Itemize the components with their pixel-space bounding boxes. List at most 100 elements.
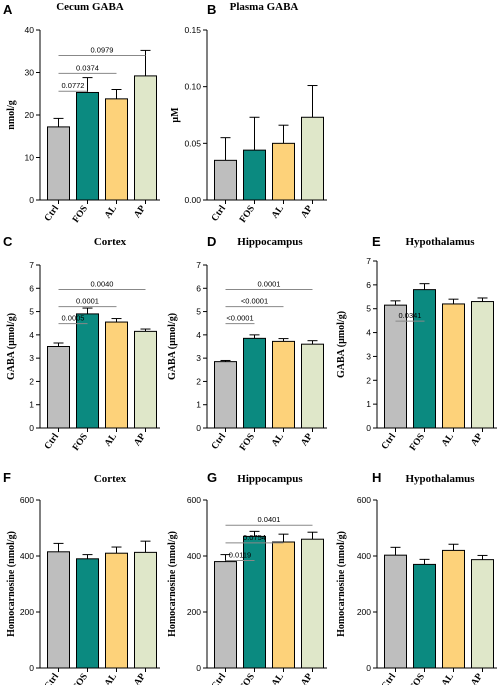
panel-title: Hypothalamus — [405, 473, 475, 485]
y-tick-label: 1 — [29, 400, 34, 410]
x-tick-label-fos: FOS — [238, 432, 257, 453]
y-tick-label: 200 — [20, 607, 34, 617]
bar-al — [442, 303, 465, 429]
bar-ctrl — [47, 126, 70, 201]
x-tick-label-ap: AP — [469, 672, 485, 685]
x-tick-label-fos: FOS — [71, 672, 90, 685]
x-tick-label-ctrl: Ctrl — [210, 432, 228, 452]
x-tick-label-al: AL — [440, 432, 456, 449]
bar-ap — [134, 75, 157, 201]
bar-al — [272, 340, 295, 429]
panel-e: E Hypothalamus GABA (μmol/g) 0 1 2 3 4 5 6 7 Ctrl FO… — [336, 234, 497, 453]
x-tick-label-fos: FOS — [71, 204, 90, 225]
y-tick-label: 0.05 — [184, 138, 201, 148]
panel-title: Cecum GABA — [56, 1, 124, 13]
y-axis-label: Homocarnosine (nmol/g) — [336, 531, 347, 637]
p-value-label: 0.0040 — [91, 279, 114, 288]
p-value-label: <0.0001 — [226, 314, 253, 323]
y-axis-label: nmol/g — [6, 100, 17, 129]
x-tick-label-ap: AP — [132, 432, 148, 448]
x-tick-label-al: AL — [270, 672, 286, 685]
x-tick-label-fos: FOS — [71, 432, 90, 453]
bar-al — [105, 98, 128, 201]
y-tick-label: 6 — [29, 283, 34, 293]
bar-al — [272, 541, 295, 669]
y-tick-label: 2 — [196, 376, 201, 386]
bar-al — [105, 552, 128, 669]
y-tick-label: 3 — [29, 353, 34, 363]
panel-title: Hippocampus — [237, 236, 303, 248]
y-tick-label: 600 — [357, 495, 371, 505]
bar-fos — [76, 313, 99, 429]
bar-al — [442, 549, 465, 669]
y-tick-label: 0 — [196, 663, 201, 673]
panel-letter: B — [207, 2, 216, 17]
y-tick-label: 400 — [20, 551, 34, 561]
x-tick-label-fos: FOS — [408, 672, 427, 685]
panel-f: F Cortex Homocarnosine (nmol/g) 0 200 400 600 C… — [3, 470, 160, 685]
p-value-label: 0.0001 — [258, 279, 281, 288]
panel-letter: C — [3, 234, 13, 249]
bar-ctrl — [384, 304, 407, 429]
y-tick-label: 2 — [29, 376, 34, 386]
x-tick-label-ctrl: Ctrl — [380, 432, 398, 452]
y-axis-label: μM — [170, 107, 181, 123]
y-tick-label: 0.15 — [184, 25, 201, 35]
y-tick-label: 0 — [366, 663, 371, 673]
y-tick-label: 200 — [187, 607, 201, 617]
y-tick-label: 5 — [366, 304, 371, 314]
y-tick-label: 6 — [366, 280, 371, 290]
y-axis-label: GABA (μmol/g) — [167, 313, 178, 380]
x-tick-label-ctrl: Ctrl — [380, 672, 398, 685]
y-tick-label: 5 — [196, 307, 201, 317]
panel-title: Hypothalamus — [405, 236, 475, 248]
bar-ctrl — [214, 159, 237, 201]
bar-fos — [76, 558, 99, 669]
y-axis-label: Homocarnosine (nmol/g) — [6, 531, 17, 637]
panel-letter: H — [372, 470, 381, 485]
y-tick-label: 0 — [29, 663, 34, 673]
x-tick-label-ap: AP — [299, 432, 315, 448]
x-tick-label-al: AL — [270, 204, 286, 221]
panel-d: D Hippocampus GABA (μmol/g) 0 1 2 3 4 5 6 7 Ctrl FOS… — [167, 234, 327, 453]
y-axis-label: GABA (μmol/g) — [336, 311, 347, 378]
x-tick-label-fos: FOS — [238, 204, 257, 225]
panel-h: H Hypothalamus Homocarnosine (nmol/g) 0 200 4… — [336, 470, 497, 685]
panel-letter: D — [207, 234, 216, 249]
p-value-label: 0.0005 — [62, 314, 85, 323]
panel-title: Hippocampus — [237, 473, 303, 485]
y-tick-label: 0 — [29, 423, 34, 433]
bar-fos — [243, 149, 266, 201]
bar-ap — [134, 330, 157, 429]
p-value-label: 0.0772 — [62, 81, 85, 90]
y-tick-label: 5 — [29, 307, 34, 317]
bar-ap — [471, 301, 494, 429]
y-tick-label: 7 — [366, 256, 371, 266]
x-tick-label-ap: AP — [299, 672, 315, 685]
x-tick-label-ctrl: Ctrl — [210, 204, 228, 224]
y-tick-label: 600 — [20, 495, 34, 505]
x-tick-label-al: AL — [103, 672, 119, 685]
p-value-label: 0.0979 — [91, 46, 114, 55]
bar-ctrl — [384, 554, 407, 669]
x-tick-label-al: AL — [270, 432, 286, 449]
bar-al — [105, 321, 128, 429]
p-value-label: 0.0001 — [76, 297, 99, 306]
y-tick-label: 40 — [25, 25, 35, 35]
p-value-label: 0.0119 — [229, 550, 251, 559]
p-value-label: <0.0001 — [241, 297, 268, 306]
y-tick-label: 1 — [366, 399, 371, 409]
y-tick-label: 2 — [366, 375, 371, 385]
panel-letter: E — [372, 234, 381, 249]
panel-b: B Plasma GABA μM 0.00 0.05 0.10 0.15 Ctrl FOS AL A… — [170, 1, 327, 225]
y-tick-label: 0.00 — [184, 195, 201, 205]
y-tick-label: 7 — [29, 260, 34, 270]
p-value-label: 0.0374 — [76, 63, 99, 72]
bar-fos — [413, 563, 436, 669]
x-tick-label-ctrl: Ctrl — [210, 672, 228, 685]
y-axis-label: Homocarnosine (nmol/g) — [167, 531, 178, 637]
x-tick-label-fos: FOS — [408, 432, 427, 453]
y-tick-label: 3 — [196, 353, 201, 363]
y-tick-label: 400 — [187, 551, 201, 561]
y-tick-label: 4 — [196, 330, 201, 340]
